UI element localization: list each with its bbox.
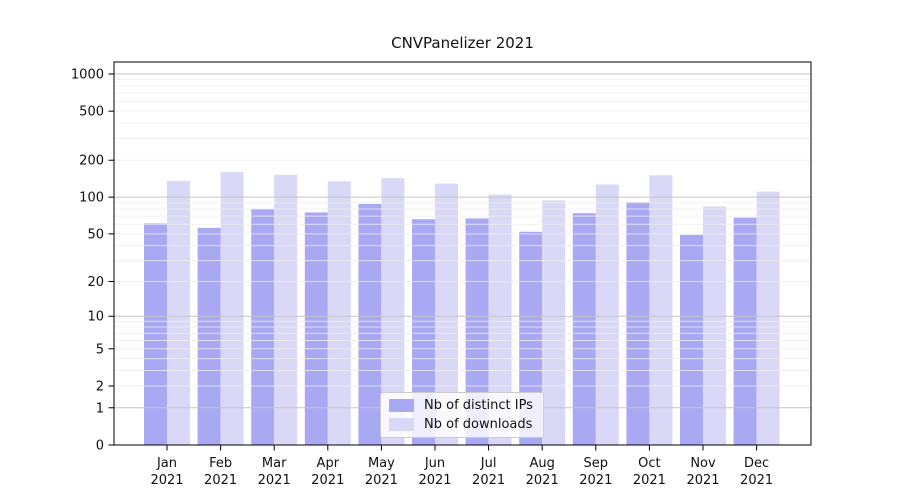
y-tick-label: 2	[96, 380, 104, 395]
y-tick-label: 5	[96, 342, 104, 357]
y-tick-label: 1	[96, 401, 104, 416]
bar-distinct-ips-jan	[144, 223, 167, 445]
y-tick-label: 10	[87, 310, 104, 325]
bar-downloads-apr	[327, 181, 351, 445]
x-tick-label-month: Mar	[262, 456, 287, 471]
x-tick-label-month: Aug	[530, 456, 555, 471]
x-tick-label-month: Jul	[480, 456, 497, 471]
bar-downloads-nov	[703, 206, 726, 445]
y-tick-label: 500	[79, 105, 104, 120]
y-tick-label: 100	[79, 191, 104, 206]
bar-downloads-sep	[595, 184, 619, 445]
legend-swatch-downloads	[389, 417, 414, 431]
legend-swatch-distinct-ips	[389, 399, 414, 413]
legend-item-distinct-ips: Nb of distinct IPs	[389, 398, 535, 413]
bar-distinct-ips-jun	[412, 219, 435, 445]
bar-downloads-aug	[542, 200, 566, 445]
bar-downloads-jul	[488, 194, 512, 445]
x-tick-label-month: Oct	[638, 456, 660, 471]
bar-downloads-mar	[274, 174, 298, 445]
x-tick-label-month: Jun	[424, 456, 445, 471]
bar-downloads-oct	[649, 175, 673, 446]
legend-label-downloads: Nb of downloads	[424, 416, 533, 432]
x-tick-label-year: 2021	[204, 473, 237, 488]
bar-distinct-ips-aug	[519, 231, 543, 445]
bar-downloads-dec	[756, 191, 780, 445]
plot-border	[113, 61, 812, 446]
x-tick-label-year: 2021	[526, 473, 559, 488]
bar-distinct-ips-may	[358, 203, 382, 445]
y-tick-label: 50	[87, 227, 104, 242]
bar-downloads-may	[381, 178, 405, 446]
bar-distinct-ips-apr	[304, 212, 328, 445]
x-tick-label-year: 2021	[150, 473, 183, 488]
x-tick-label-month: Sep	[584, 456, 609, 471]
x-tick-label-year: 2021	[579, 473, 612, 488]
x-tick-label-month: Jan	[156, 456, 177, 471]
x-tick-label-year: 2021	[258, 473, 291, 488]
x-tick-label-year: 2021	[311, 473, 344, 488]
x-tick-label-month: Feb	[209, 456, 232, 471]
bar-distinct-ips-jul	[465, 218, 489, 445]
bar-downloads-jan	[167, 180, 190, 445]
bar-distinct-ips-oct	[626, 202, 650, 445]
legend-label-distinct-ips: Nb of distinct IPs	[424, 398, 533, 414]
y-tick-label: 1000	[71, 67, 104, 82]
bar-distinct-ips-nov	[680, 234, 703, 445]
bar-distinct-ips-dec	[733, 217, 757, 445]
x-tick-label-month: Dec	[744, 456, 769, 471]
y-tick-label: 20	[87, 275, 104, 290]
x-tick-label-year: 2021	[740, 473, 773, 488]
legend-item-downloads: Nb of downloads	[389, 417, 535, 432]
x-tick-label-month: Nov	[690, 456, 716, 471]
x-tick-label-year: 2021	[418, 473, 451, 488]
legend: Nb of distinct IPs Nb of downloads	[380, 392, 544, 438]
y-tick-label: 0	[96, 439, 104, 454]
bar-downloads-jun	[435, 183, 458, 445]
y-tick-label: 200	[79, 154, 104, 169]
bar-distinct-ips-sep	[572, 213, 596, 445]
chart-title: CNVPanelizer 2021	[391, 34, 534, 52]
x-tick-label-month: May	[368, 456, 395, 471]
bar-distinct-ips-feb	[197, 227, 221, 445]
x-tick-label-month: Apr	[317, 456, 340, 471]
x-tick-label-year: 2021	[365, 473, 398, 488]
bar-downloads-feb	[220, 172, 244, 445]
x-tick-label-year: 2021	[633, 473, 666, 488]
x-tick-label-year: 2021	[686, 473, 719, 488]
x-tick-label-year: 2021	[472, 473, 505, 488]
